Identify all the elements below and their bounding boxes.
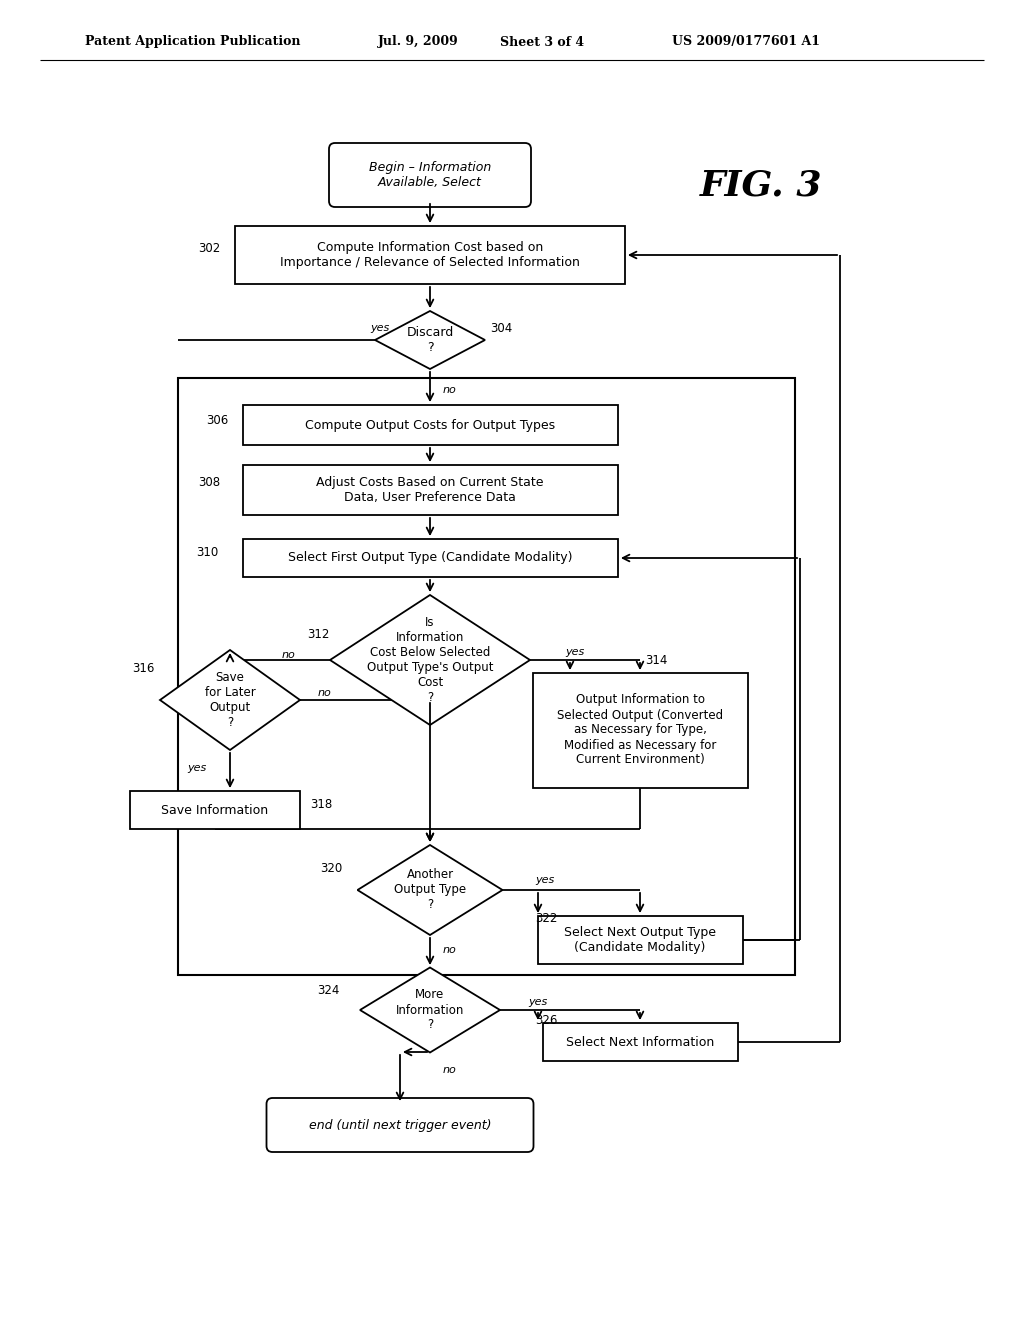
Text: 318: 318 xyxy=(310,799,332,812)
FancyBboxPatch shape xyxy=(243,405,617,445)
FancyBboxPatch shape xyxy=(538,916,742,964)
Text: yes: yes xyxy=(528,997,547,1007)
Text: Patent Application Publication: Patent Application Publication xyxy=(85,36,300,49)
Text: no: no xyxy=(443,385,457,395)
Text: Output Information to
Selected Output (Converted
as Necessary for Type,
Modified: Output Information to Selected Output (C… xyxy=(557,693,723,767)
FancyBboxPatch shape xyxy=(130,791,300,829)
Text: 306: 306 xyxy=(206,413,228,426)
Text: no: no xyxy=(443,945,457,954)
Text: Begin – Information
Available, Select: Begin – Information Available, Select xyxy=(369,161,492,189)
Text: Save Information: Save Information xyxy=(162,804,268,817)
Text: Discard
?: Discard ? xyxy=(407,326,454,354)
FancyBboxPatch shape xyxy=(243,539,617,577)
Text: 326: 326 xyxy=(536,1014,558,1027)
Text: 312: 312 xyxy=(307,628,330,642)
Text: Is
Information
Cost Below Selected
Output Type's Output
Cost
?: Is Information Cost Below Selected Outpu… xyxy=(367,616,494,704)
Text: Select First Output Type (Candidate Modality): Select First Output Type (Candidate Moda… xyxy=(288,552,572,565)
FancyBboxPatch shape xyxy=(543,1023,737,1061)
Polygon shape xyxy=(330,595,530,725)
Text: Another
Output Type
?: Another Output Type ? xyxy=(394,869,466,912)
Text: 320: 320 xyxy=(319,862,342,874)
Text: Select Next Information: Select Next Information xyxy=(566,1035,714,1048)
Text: yes: yes xyxy=(535,875,554,884)
Text: More
Information
?: More Information ? xyxy=(396,989,464,1031)
Text: FIG. 3: FIG. 3 xyxy=(700,168,822,202)
Polygon shape xyxy=(375,312,485,370)
Text: 322: 322 xyxy=(536,912,558,924)
Text: yes: yes xyxy=(187,763,207,774)
Text: no: no xyxy=(443,1065,457,1074)
Text: 316: 316 xyxy=(133,661,155,675)
Text: yes: yes xyxy=(371,323,390,333)
Text: Save
for Later
Output
?: Save for Later Output ? xyxy=(205,671,255,729)
FancyBboxPatch shape xyxy=(266,1098,534,1152)
Polygon shape xyxy=(357,845,503,935)
Text: 310: 310 xyxy=(196,545,218,558)
Bar xyxy=(178,378,795,975)
Text: US 2009/0177601 A1: US 2009/0177601 A1 xyxy=(672,36,820,49)
Polygon shape xyxy=(360,968,500,1052)
Text: Jul. 9, 2009: Jul. 9, 2009 xyxy=(378,36,459,49)
Text: Compute Output Costs for Output Types: Compute Output Costs for Output Types xyxy=(305,418,555,432)
Text: no: no xyxy=(318,688,332,698)
Text: yes: yes xyxy=(565,647,585,657)
FancyBboxPatch shape xyxy=(243,465,617,515)
Polygon shape xyxy=(160,649,300,750)
Text: Adjust Costs Based on Current State
Data, User Preference Data: Adjust Costs Based on Current State Data… xyxy=(316,477,544,504)
Text: 302: 302 xyxy=(198,242,220,255)
FancyBboxPatch shape xyxy=(532,672,748,788)
Text: end (until next trigger event): end (until next trigger event) xyxy=(309,1118,492,1131)
Text: Compute Information Cost based on
Importance / Relevance of Selected Information: Compute Information Cost based on Import… xyxy=(280,242,580,269)
FancyBboxPatch shape xyxy=(329,143,531,207)
Text: Select Next Output Type
(Candidate Modality): Select Next Output Type (Candidate Modal… xyxy=(564,927,716,954)
FancyBboxPatch shape xyxy=(234,226,625,284)
Text: 304: 304 xyxy=(490,322,512,334)
Text: 308: 308 xyxy=(198,477,220,490)
Text: no: no xyxy=(282,649,295,660)
Text: 314: 314 xyxy=(645,653,668,667)
Text: 324: 324 xyxy=(317,983,340,997)
Text: Sheet 3 of 4: Sheet 3 of 4 xyxy=(500,36,584,49)
